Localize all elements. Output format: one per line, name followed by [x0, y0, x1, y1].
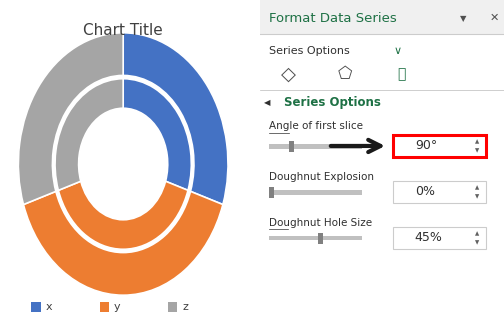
Text: Angle of first slice: Angle of first slice [269, 121, 363, 131]
Text: 0%: 0% [415, 185, 435, 198]
Text: x: x [46, 302, 52, 312]
Wedge shape [58, 181, 188, 249]
Text: ▼: ▼ [460, 13, 467, 23]
Text: ▲: ▲ [475, 185, 479, 190]
Text: ▼: ▼ [475, 240, 479, 245]
Bar [168, 302, 177, 312]
Bar [31, 302, 41, 312]
Wedge shape [18, 33, 123, 205]
Bar [269, 187, 274, 198]
Text: ▲: ▲ [475, 139, 479, 144]
Text: ∨: ∨ [394, 46, 402, 56]
Bar [318, 233, 323, 244]
Text: Format Data Series: Format Data Series [269, 11, 397, 25]
Text: Doughnut Explosion: Doughnut Explosion [269, 172, 374, 182]
Bar [393, 227, 486, 249]
Text: ✕: ✕ [489, 13, 499, 23]
Text: Doughnut Hole Size: Doughnut Hole Size [269, 218, 372, 228]
Bar [393, 181, 486, 203]
Bar [289, 141, 294, 152]
Text: 45%: 45% [415, 231, 443, 244]
Text: Chart Title: Chart Title [83, 23, 163, 38]
Text: y: y [114, 302, 120, 312]
Bar [269, 144, 362, 149]
Text: 📊: 📊 [397, 67, 406, 81]
Text: Series Options: Series Options [284, 96, 381, 110]
Bar [269, 236, 362, 240]
Text: ◀: ◀ [265, 98, 271, 108]
Text: ▼: ▼ [475, 148, 479, 153]
Bar [100, 302, 109, 312]
Text: 90°: 90° [415, 139, 437, 153]
Wedge shape [24, 191, 223, 295]
Text: ⬠: ⬠ [338, 65, 352, 83]
Text: Series Options: Series Options [269, 46, 350, 56]
Text: ◇: ◇ [281, 64, 296, 83]
Wedge shape [123, 79, 192, 190]
Bar [269, 190, 362, 195]
Text: z: z [182, 302, 188, 312]
Bar [393, 135, 486, 157]
Bar [260, 0, 504, 34]
Wedge shape [55, 79, 123, 190]
Text: ▲: ▲ [475, 231, 479, 236]
Text: ▼: ▼ [475, 194, 479, 199]
Wedge shape [123, 33, 228, 205]
